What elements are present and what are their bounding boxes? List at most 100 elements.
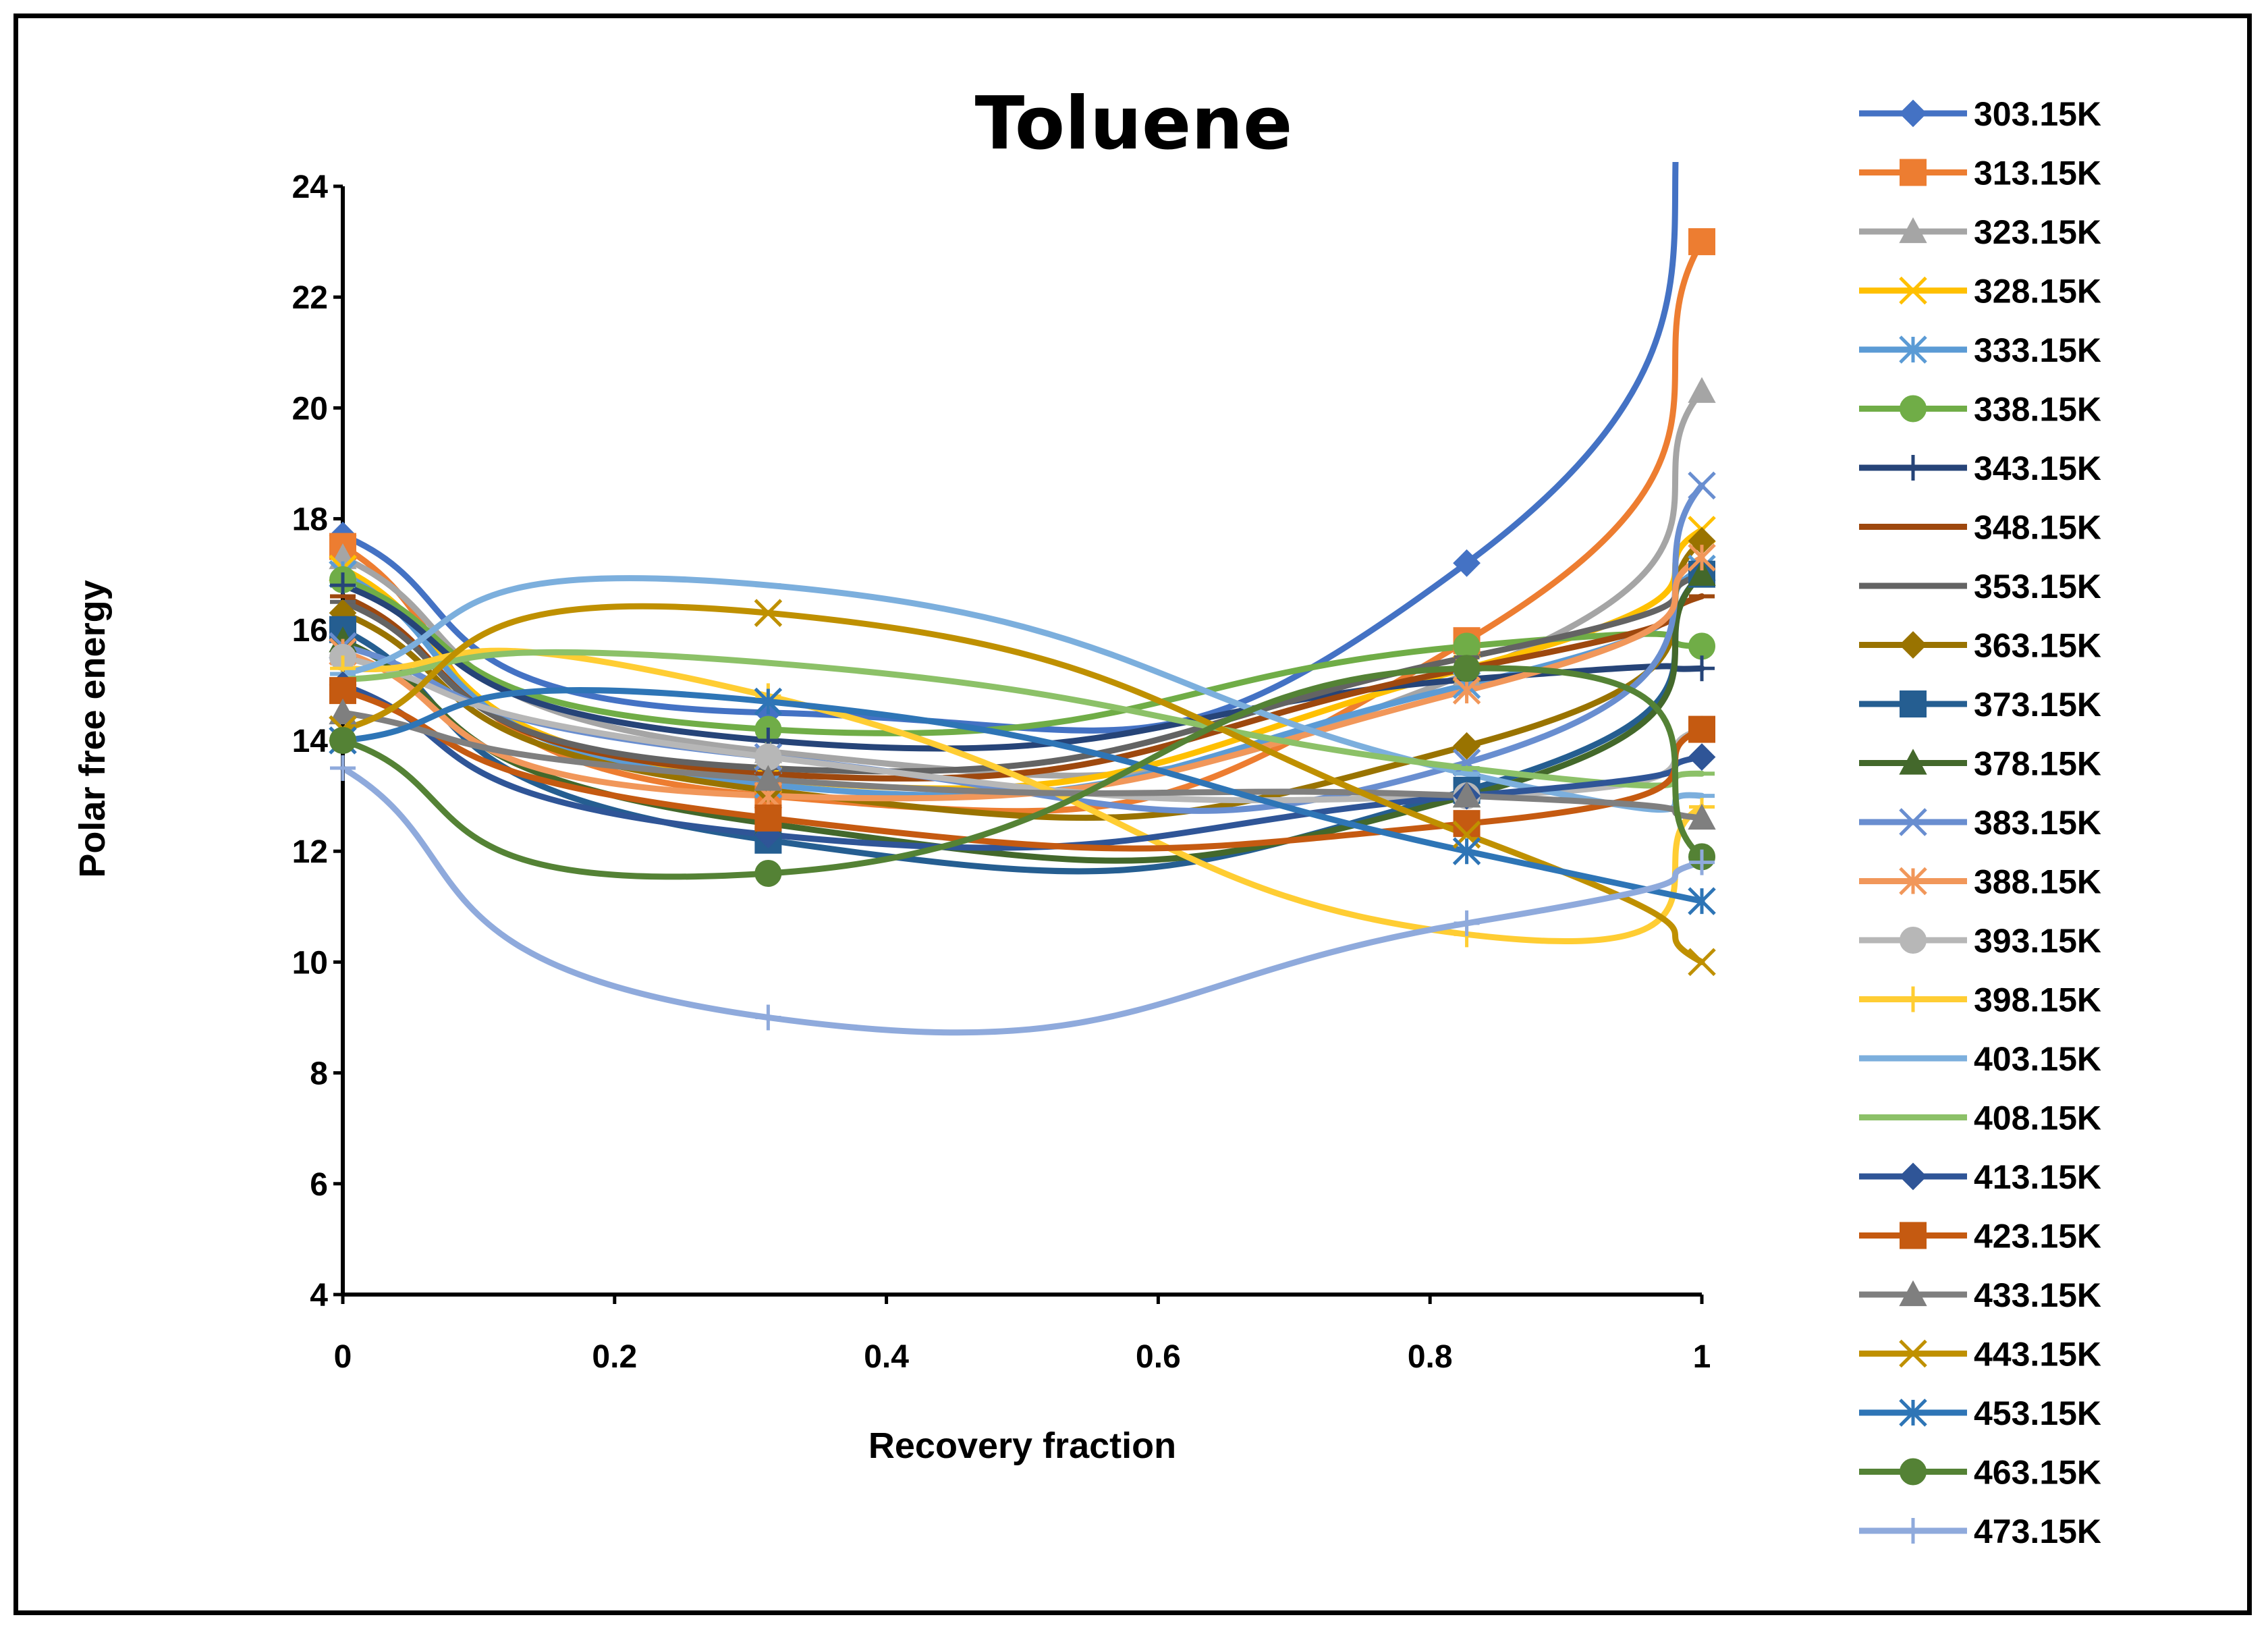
legend-label: 363.15K [1974, 627, 2101, 665]
data-point-388.15K [1688, 543, 1716, 572]
legend-item: 413.15K [1859, 1158, 2101, 1196]
data-point-433.15K [329, 698, 357, 725]
chart-title: Toluene [975, 82, 1293, 166]
legend-marker [1899, 99, 1927, 128]
x-tick-label: 0.8 [1408, 1339, 1453, 1375]
y-tick-label: 12 [292, 834, 328, 870]
x-tick-label: 0 [334, 1339, 352, 1375]
x-tick-label: 0.2 [592, 1339, 637, 1375]
series-line-433.15K [339, 709, 1705, 821]
data-point-453.15K [754, 687, 783, 716]
data-point-313.15K [1688, 228, 1715, 256]
legend-label: 423.15K [1974, 1218, 2101, 1255]
legend-label: 463.15K [1974, 1454, 2101, 1492]
legend-label: 373.15K [1974, 686, 2101, 724]
series-line-443.15K [339, 603, 1705, 965]
series-line-398.15K [339, 647, 1705, 945]
legend-label: 348.15K [1974, 509, 2101, 547]
legend-label: 378.15K [1974, 745, 2101, 783]
legend-label: 333.15K [1974, 331, 2101, 369]
series-line-343.15K [339, 582, 1705, 752]
series-line-453.15K [339, 686, 1705, 904]
x-tick-label: 0.4 [864, 1339, 909, 1375]
chart-frame [13, 13, 2252, 1615]
data-point-463.15K [754, 860, 782, 888]
legend-label: 388.15K [1974, 863, 2101, 901]
legend-marker [1899, 749, 1927, 775]
x-axis-title: Recovery fraction [868, 1425, 1176, 1466]
data-point-423.15K [754, 804, 782, 832]
data-point-473.15K [755, 1004, 781, 1031]
y-tick-label: 18 [292, 502, 328, 538]
legend-marker [1899, 1162, 1927, 1191]
data-point-433.15K [754, 765, 783, 791]
series-line-388.15K [339, 554, 1705, 802]
series-line-413.15K [339, 682, 1705, 851]
legend-label: 453.15K [1974, 1394, 2101, 1432]
data-point-473.15K [1454, 910, 1480, 936]
legend-marker [1899, 631, 1927, 659]
y-tick-label: 16 [292, 613, 328, 649]
legend-item: 443.15K [1859, 1336, 2101, 1374]
legend-item: 303.15K [1859, 95, 2101, 133]
legend-marker [1899, 1398, 1927, 1427]
legend-item: 473.15K [1859, 1513, 2101, 1550]
legend-marker [1900, 927, 1927, 954]
legend-label: 398.15K [1974, 981, 2101, 1019]
data-point-343.15K [1689, 655, 1715, 682]
data-point-433.15K [1688, 803, 1716, 830]
legend-item: 433.15K [1859, 1276, 2101, 1314]
y-tick-label: 22 [292, 280, 328, 316]
legend-marker [1900, 690, 1927, 717]
legend-item: 463.15K [1859, 1454, 2101, 1492]
legend-marker [1900, 455, 1926, 481]
legend-label: 408.15K [1974, 1099, 2101, 1137]
data-point-323.15K [1688, 377, 1716, 403]
legend-label: 353.15K [1974, 568, 2101, 605]
axes-layer: 4 6 8 10 12 14 16 18 20 22 24 0 0.2 0.4 0.6 0.8 1 [292, 169, 1711, 1375]
legend-label: 343.15K [1974, 450, 2101, 487]
legend-label: 323.15K [1974, 213, 2101, 251]
legend-marker [1900, 1458, 1927, 1486]
legend-label: 313.15K [1974, 155, 2101, 192]
legend: 303.15K 313.15K 323.15K 328.15K 333.15K 338.1… [1859, 95, 2101, 1550]
legend-label: 338.15K [1974, 391, 2101, 429]
data-point-453.15K [1688, 887, 1716, 915]
marker-layer [329, 228, 1716, 1031]
legend-item: 328.15K [1859, 273, 2101, 310]
legend-item: 373.15K [1859, 686, 2101, 724]
y-tick-label: 8 [310, 1056, 328, 1092]
legend-marker [1899, 808, 1927, 836]
y-tick-label: 24 [292, 169, 329, 205]
legend-marker [1900, 986, 1926, 1012]
legend-item: 378.15K [1859, 745, 2101, 783]
legend-item: 408.15K [1859, 1099, 2101, 1137]
y-tick-label: 4 [310, 1278, 328, 1313]
data-point-343.15K [330, 572, 356, 599]
legend-marker [1899, 217, 1927, 244]
legend-item: 423.15K [1859, 1218, 2101, 1255]
legend-label: 473.15K [1974, 1513, 2101, 1550]
data-point-363.15K [1453, 732, 1481, 760]
data-point-383.15K [1452, 749, 1481, 777]
legend-marker [1899, 1339, 1927, 1368]
data-point-443.15K [754, 599, 783, 627]
legend-item: 398.15K [1859, 981, 2101, 1019]
legend-marker [1899, 1280, 1927, 1307]
legend-item: 343.15K [1859, 450, 2101, 487]
series-line-473.15K [339, 765, 1705, 1036]
legend-item: 333.15K [1859, 331, 2101, 369]
legend-item: 338.15K [1859, 391, 2101, 429]
legend-item: 363.15K [1859, 627, 2101, 665]
legend-label: 413.15K [1974, 1158, 2101, 1196]
legend-item: 393.15K [1859, 922, 2101, 960]
legend-label: 433.15K [1974, 1276, 2101, 1314]
legend-item: 388.15K [1859, 863, 2101, 901]
series-line-423.15K [339, 687, 1705, 852]
legend-item: 323.15K [1859, 213, 2101, 251]
data-point-473.15K [1689, 849, 1715, 875]
legend-marker [1900, 1518, 1926, 1544]
legend-marker [1900, 1222, 1927, 1249]
data-point-378.15K [1688, 560, 1716, 586]
